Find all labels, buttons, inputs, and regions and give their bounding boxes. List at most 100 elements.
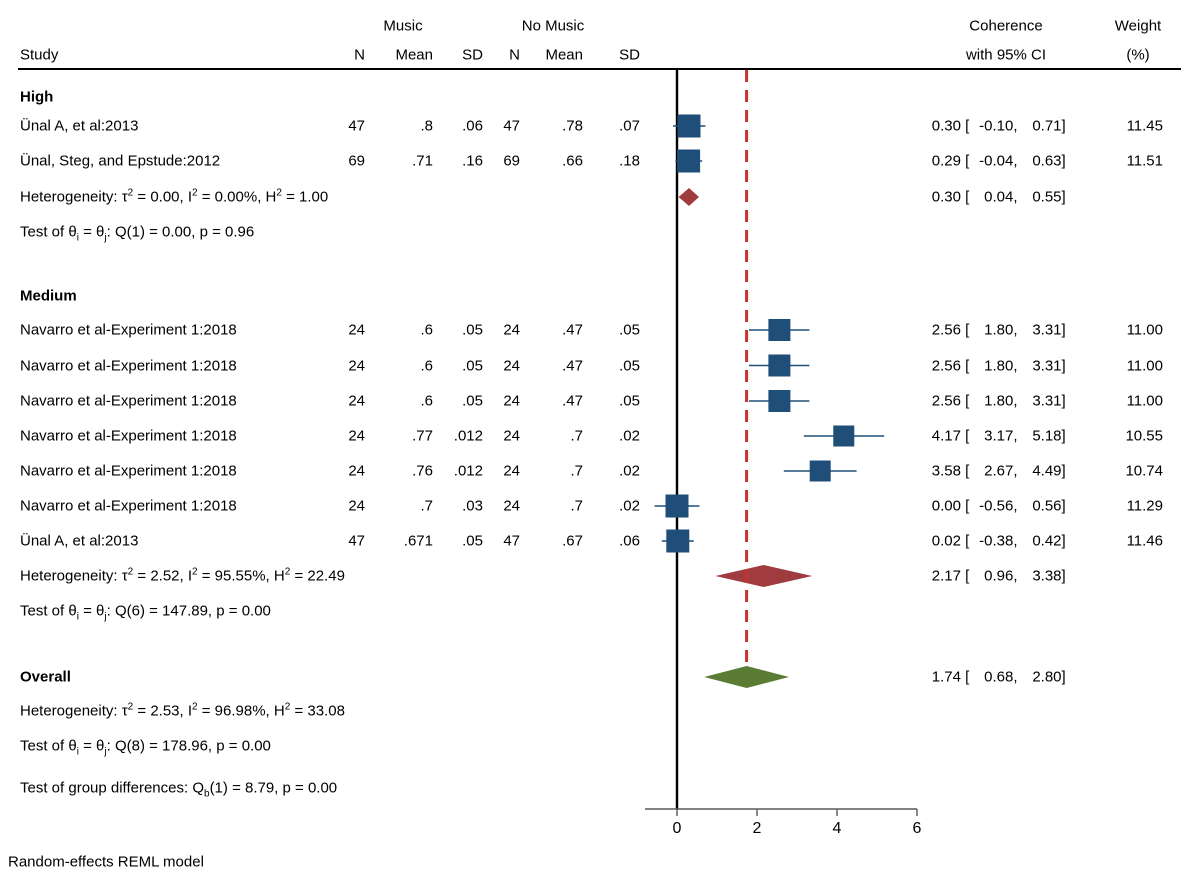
test-line: Test of θi = θj: Q(8) = 178.96, p = 0.00	[20, 737, 271, 758]
test-line: Test of θi = θj: Q(1) = 0.00, p = 0.96	[20, 223, 255, 244]
n-music: 24	[348, 357, 365, 374]
sd-music: .05	[462, 532, 483, 550]
effect-square-marker	[809, 460, 831, 482]
mean-nomusic: .78	[562, 117, 583, 135]
sd-nomusic: .05	[619, 357, 640, 374]
weight-cell: 11.29	[1126, 497, 1163, 515]
mean-music: .7	[420, 497, 433, 515]
mean-nomusic: .67	[562, 532, 583, 550]
coherence-header-line2: with 95% CI	[965, 46, 1047, 64]
estimate-ci-cell: 0.00 [-0.56, 0.56]	[931, 497, 1066, 515]
study-column-header: Study	[20, 46, 59, 64]
weight-cell: 11.00	[1126, 357, 1163, 374]
n-music: 24	[348, 462, 365, 480]
mean-music: .6	[420, 392, 433, 410]
sd-music: .012	[453, 462, 483, 480]
mean-nomusic: .47	[562, 392, 583, 410]
group-label: High	[20, 88, 54, 106]
group-summary-diamond	[715, 565, 813, 587]
effect-square-marker	[768, 390, 791, 412]
overall-summary-diamond	[704, 666, 789, 688]
effect-square-marker	[768, 319, 791, 341]
mean-nomusic: .66	[562, 152, 583, 170]
estimate-ci-cell: 0.29 [-0.04, 0.63]	[931, 152, 1066, 170]
n-nomusic: 69	[503, 152, 520, 170]
study-label: Navarro et al-Experiment 1:2018	[20, 321, 237, 339]
n-music: 47	[348, 117, 365, 135]
sd-music: .16	[462, 152, 483, 170]
weight-cell: 11.00	[1126, 321, 1163, 339]
sd-music: .03	[462, 497, 483, 515]
estimate-ci-cell: 0.30 [0.04, 0.55]	[931, 188, 1066, 206]
mean-nomusic: .47	[562, 321, 583, 339]
sd-music: .05	[462, 321, 483, 339]
mean-music: .76	[412, 462, 433, 480]
mean-music: .8	[420, 117, 433, 135]
mean-nomusic: .7	[570, 427, 583, 445]
study-label: Ünal A, et al:2013	[20, 117, 139, 135]
study-label: Ünal, Steg, and Epstude:2012	[20, 152, 221, 170]
mean-nomusic: .7	[570, 497, 583, 515]
study-label: Navarro et al-Experiment 1:2018	[20, 427, 237, 445]
music-group-header: Music	[383, 17, 423, 35]
x-axis-tick-label: 2	[753, 820, 762, 837]
test-line: Test of θi = θj: Q(6) = 147.89, p = 0.00	[20, 602, 271, 623]
weight-header-line2: (%)	[1126, 46, 1150, 64]
effect-square-marker	[768, 354, 791, 377]
n-nomusic: 47	[503, 532, 520, 550]
n-nomusic: 24	[503, 462, 520, 480]
heterogeneity-line: Heterogeneity: τ2 = 2.52, I2 = 95.55%, H…	[20, 566, 345, 585]
n-music: 24	[348, 392, 365, 410]
mean-music: .671	[403, 532, 433, 550]
n-nomusic: 24	[503, 427, 520, 445]
estimate-ci-cell: 4.17 [3.17, 5.18]	[931, 427, 1066, 445]
sd-nomusic: .06	[619, 532, 640, 550]
weight-header-line1: Weight	[1114, 17, 1162, 35]
estimate-ci-cell: 0.02 [-0.38, 0.42]	[931, 532, 1066, 550]
heterogeneity-line: Heterogeneity: τ2 = 0.00, I2 = 0.00%, H2…	[20, 187, 329, 206]
effect-square-marker	[666, 529, 690, 553]
sd1-column-header: SD	[462, 46, 483, 64]
x-axis-tick-label: 6	[913, 820, 922, 837]
n-music: 24	[348, 427, 365, 445]
effect-square-marker	[677, 149, 701, 173]
weight-cell: 10.55	[1125, 427, 1163, 445]
estimate-ci-cell: 3.58 [2.67, 4.49]	[931, 462, 1066, 480]
n-music: 24	[348, 497, 365, 515]
sd-nomusic: .05	[619, 392, 640, 410]
x-axis-tick-label: 4	[833, 820, 842, 837]
n2-column-header: N	[509, 46, 520, 64]
header-rule	[18, 68, 1181, 70]
estimate-ci-cell: 2.56 [1.80, 3.31]	[931, 392, 1066, 410]
mean-music: .6	[420, 357, 433, 374]
sd-nomusic: .07	[619, 117, 640, 135]
mean-music: .77	[412, 427, 433, 445]
mean-music: .6	[420, 321, 433, 339]
sd2-column-header: SD	[619, 46, 640, 64]
sd-nomusic: .02	[619, 462, 640, 480]
estimate-ci-cell: 2.17 [0.96, 3.38]	[931, 567, 1066, 585]
n-nomusic: 47	[503, 117, 520, 135]
estimate-ci-cell: 2.56 [1.80, 3.31]	[931, 357, 1066, 374]
x-axis-tick-label: 0	[673, 820, 682, 837]
n-nomusic: 24	[503, 357, 520, 374]
mean2-column-header: Mean	[545, 46, 583, 64]
n-music: 69	[348, 152, 365, 170]
study-label: Navarro et al-Experiment 1:2018	[20, 462, 237, 480]
group-summary-diamond	[678, 188, 699, 206]
weight-cell: 11.46	[1126, 532, 1163, 550]
n1-column-header: N	[354, 46, 365, 64]
weight-cell: 11.51	[1126, 152, 1163, 170]
sd-music: .06	[462, 117, 483, 135]
sd-nomusic: .18	[619, 152, 640, 170]
group-differences-test-line: Test of group differences: Qb(1) = 8.79,…	[20, 779, 338, 800]
study-label: Ünal A, et al:2013	[20, 532, 139, 550]
model-note: Random-effects REML model	[8, 853, 204, 871]
weight-cell: 10.74	[1125, 462, 1163, 480]
sd-music: .012	[453, 427, 483, 445]
effect-square-marker	[677, 114, 701, 138]
sd-nomusic: .05	[619, 321, 640, 339]
n-nomusic: 24	[503, 392, 520, 410]
